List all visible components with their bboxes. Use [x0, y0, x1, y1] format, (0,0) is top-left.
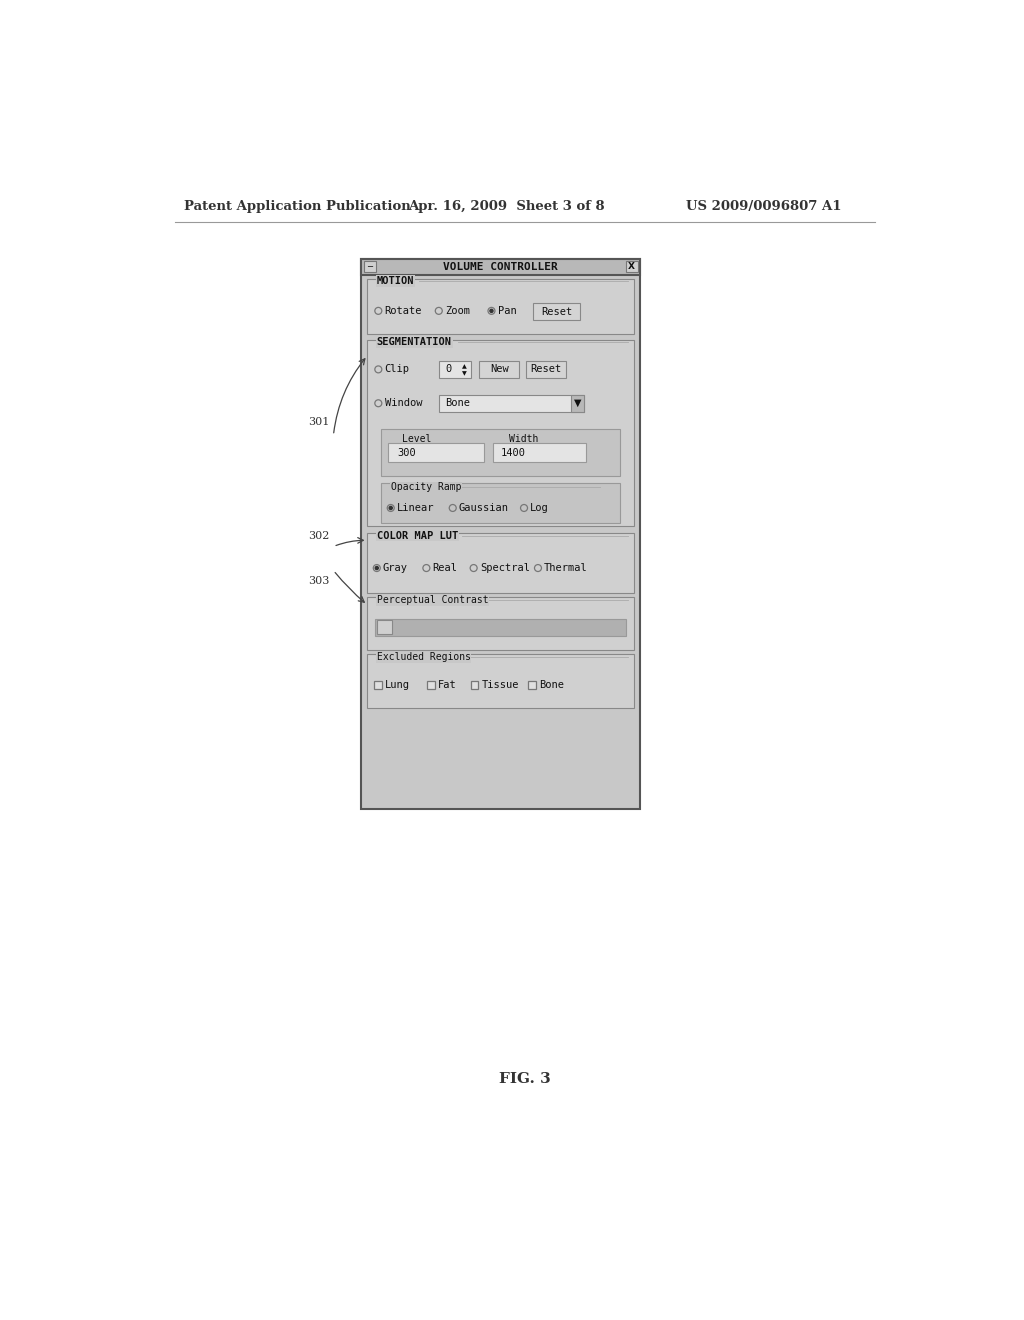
FancyBboxPatch shape: [368, 655, 634, 708]
Text: Perceptual Contrast: Perceptual Contrast: [377, 595, 488, 606]
Text: ▼: ▼: [462, 371, 467, 376]
Text: New: New: [489, 364, 509, 375]
FancyBboxPatch shape: [381, 429, 621, 475]
FancyBboxPatch shape: [361, 259, 640, 809]
Circle shape: [375, 566, 378, 570]
Text: SEGMENTATION: SEGMENTATION: [377, 338, 452, 347]
Text: MOTION: MOTION: [377, 276, 415, 286]
Text: Window: Window: [385, 399, 422, 408]
Text: Fat: Fat: [438, 680, 457, 690]
Text: ▼: ▼: [573, 399, 582, 408]
FancyBboxPatch shape: [438, 395, 585, 412]
Text: Linear: Linear: [397, 503, 434, 513]
FancyBboxPatch shape: [438, 360, 471, 378]
Text: Pan: Pan: [498, 306, 516, 315]
Text: Zoom: Zoom: [445, 306, 470, 315]
Text: Lung: Lung: [385, 680, 411, 690]
Text: X: X: [629, 261, 635, 271]
Text: COLOR MAP LUT: COLOR MAP LUT: [377, 531, 458, 541]
Text: Level: Level: [402, 434, 432, 445]
Text: 300: 300: [397, 447, 416, 458]
Text: 1400: 1400: [501, 447, 525, 458]
Text: Gaussian: Gaussian: [459, 503, 509, 513]
Text: US 2009/0096807 A1: US 2009/0096807 A1: [686, 199, 842, 213]
FancyBboxPatch shape: [368, 598, 634, 649]
Text: Opacity Ramp: Opacity Ramp: [391, 482, 461, 492]
Circle shape: [389, 507, 392, 510]
FancyBboxPatch shape: [368, 279, 634, 334]
Text: Apr. 16, 2009  Sheet 3 of 8: Apr. 16, 2009 Sheet 3 of 8: [409, 199, 605, 213]
FancyBboxPatch shape: [493, 444, 586, 462]
Text: Tissue: Tissue: [481, 680, 519, 690]
Text: Clip: Clip: [385, 364, 410, 375]
Text: Patent Application Publication: Patent Application Publication: [183, 199, 411, 213]
Text: FIG. 3: FIG. 3: [499, 1072, 551, 1085]
FancyBboxPatch shape: [534, 304, 580, 321]
Text: 303: 303: [308, 576, 330, 586]
FancyBboxPatch shape: [626, 261, 638, 272]
FancyBboxPatch shape: [375, 681, 382, 689]
FancyBboxPatch shape: [528, 681, 536, 689]
Text: ▲: ▲: [462, 364, 467, 370]
Text: Reset: Reset: [541, 306, 572, 317]
Text: 301: 301: [308, 417, 330, 426]
FancyBboxPatch shape: [375, 619, 627, 636]
Text: VOLUME CONTROLLER: VOLUME CONTROLLER: [443, 261, 558, 272]
Text: ─: ─: [368, 261, 373, 271]
Text: Thermal: Thermal: [544, 564, 588, 573]
Text: Rotate: Rotate: [385, 306, 422, 315]
FancyBboxPatch shape: [471, 681, 478, 689]
Text: Bone: Bone: [539, 680, 564, 690]
Text: Spectral: Spectral: [480, 564, 529, 573]
Text: Excluded Regions: Excluded Regions: [377, 652, 471, 663]
Text: Reset: Reset: [530, 364, 561, 375]
FancyBboxPatch shape: [570, 395, 585, 412]
Text: 302: 302: [308, 531, 330, 541]
FancyBboxPatch shape: [377, 620, 392, 635]
FancyBboxPatch shape: [525, 360, 566, 378]
Text: Width: Width: [509, 434, 539, 445]
FancyBboxPatch shape: [479, 360, 519, 378]
Text: Bone: Bone: [445, 399, 470, 408]
Circle shape: [489, 309, 493, 313]
FancyBboxPatch shape: [368, 533, 634, 593]
FancyBboxPatch shape: [427, 681, 435, 689]
Text: Real: Real: [432, 564, 458, 573]
Text: Gray: Gray: [383, 564, 408, 573]
Text: 0: 0: [445, 364, 452, 375]
FancyBboxPatch shape: [368, 341, 634, 527]
FancyBboxPatch shape: [388, 444, 483, 462]
FancyBboxPatch shape: [364, 261, 376, 272]
FancyBboxPatch shape: [361, 259, 640, 276]
Text: Log: Log: [530, 503, 549, 513]
FancyBboxPatch shape: [381, 483, 621, 524]
